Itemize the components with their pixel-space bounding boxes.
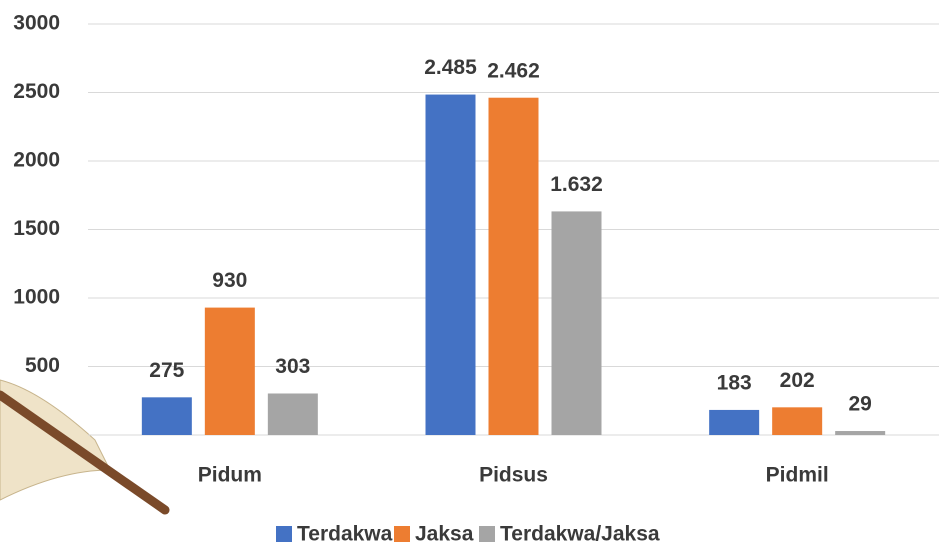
legend-label: Terdakwa/Jaksa [500, 523, 660, 545]
value-label: 930 [212, 269, 247, 292]
y-tick-label: 2000 [13, 149, 60, 172]
bar [426, 95, 476, 435]
value-label: 303 [275, 355, 310, 378]
x-tick-label: Pidum [198, 464, 262, 487]
legend-label: Terdakwa [297, 523, 393, 545]
value-label: 275 [149, 359, 184, 382]
value-label: 2.462 [487, 59, 540, 82]
bar [268, 393, 318, 435]
value-label: 29 [848, 393, 871, 416]
value-label: 1.632 [550, 173, 603, 196]
bar [142, 397, 192, 435]
y-tick-label: 1000 [13, 286, 60, 309]
legend-label: Jaksa [415, 523, 474, 545]
bar [772, 407, 822, 435]
value-label: 183 [717, 371, 752, 394]
bar [552, 211, 602, 435]
x-tick-label: Pidmil [766, 464, 829, 487]
legend-swatch [479, 526, 495, 542]
legend-swatch [394, 526, 410, 542]
x-tick-label: Pidsus [479, 464, 548, 487]
y-tick-label: 2500 [13, 80, 60, 103]
value-label: 2.485 [424, 56, 477, 79]
bar [205, 308, 255, 435]
chart: 500 1000 1500 2000 2500 3000 Pidum 275 930 303 Pid… [0, 0, 939, 545]
y-tick-label: 3000 [13, 12, 60, 35]
bar [489, 98, 539, 435]
legend-swatch [276, 526, 292, 542]
bar [709, 410, 759, 435]
bar [835, 431, 885, 435]
decoration [0, 380, 165, 510]
y-tick-label: 1500 [13, 217, 60, 240]
y-tick-label: 500 [25, 354, 60, 377]
value-label: 202 [780, 369, 815, 392]
